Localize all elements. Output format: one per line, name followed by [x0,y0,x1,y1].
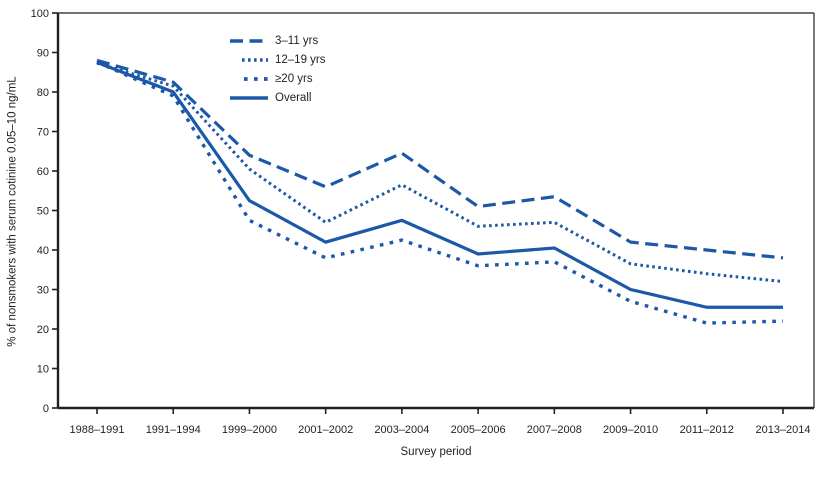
legend-item-2: ≥20 yrs [230,69,326,88]
legend-item-3: Overall [230,88,326,107]
y-tick-label: 10 [37,364,49,376]
series-line-1 [96,61,784,284]
legend-line-sample-icon [244,76,268,81]
y-tick-label: 70 [37,127,49,139]
x-axis-title: Survey period [400,446,472,458]
y-tick-label: 40 [37,245,49,257]
x-tick-label: 1988–1991 [69,424,124,436]
y-tick-label: 50 [37,206,49,218]
x-tick-label: 2013–2014 [755,424,810,436]
legend-line-sample-icon [230,38,268,43]
y-tick-label: 90 [37,48,49,60]
legend-line-sample-icon [230,95,268,100]
y-tick-label: 100 [31,8,49,20]
x-tick-label: 2005–2006 [451,424,506,436]
series-line-2 [96,60,784,325]
y-tick-label: 0 [43,403,49,415]
legend-label-1: 12–19 yrs [275,53,326,66]
series-line-0 [96,58,784,260]
legend-line-sample-icon [242,57,268,62]
x-tick-label: 2003–2004 [374,424,429,436]
legend-item-0: 3–11 yrs [230,31,326,50]
y-axis-title: % of nonsmokers with serum cotinine 0.05… [6,76,19,347]
y-tick-label: 80 [37,87,49,99]
legend-label-0: 3–11 yrs [275,34,319,47]
legend-label-3: Overall [275,91,312,104]
x-tick-label: 1991–1994 [146,424,201,436]
y-tick-label: 30 [37,285,49,297]
y-tick-label: 60 [37,166,49,178]
legend-item-1: 12–19 yrs [230,50,326,69]
legend: 3–11 yrs 12–19 yrs ≥20 yrs Overall [230,31,326,107]
x-tick-label: 2011–2012 [680,424,734,436]
y-tick-label: 20 [37,324,49,336]
x-tick-label: 1999–2000 [222,424,277,436]
legend-label-2: ≥20 yrs [275,72,313,85]
x-tick-label: 2009–2010 [603,424,658,436]
x-tick-label: 2001–2002 [298,424,353,436]
series-line-3 [96,60,783,309]
x-tick-label: 2007–2008 [527,424,582,436]
